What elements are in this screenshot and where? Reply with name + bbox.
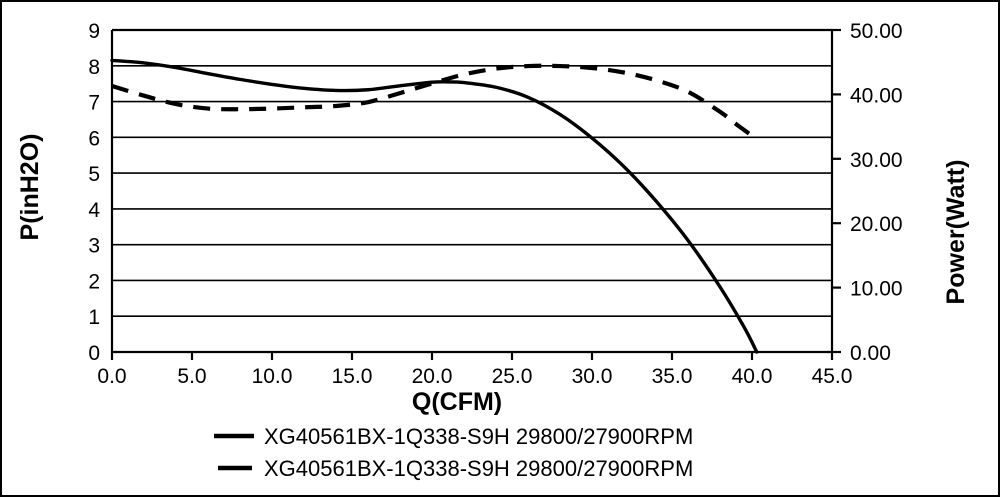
y2-tick-label-50.00: 50.00 bbox=[850, 20, 903, 43]
series-power-curve bbox=[111, 63, 755, 139]
x-tick-label-30.0: 30.0 bbox=[572, 365, 613, 388]
y-tick-label-9: 9 bbox=[88, 20, 100, 43]
y-axis-left-title: P(inH2O) bbox=[16, 134, 44, 241]
x-tick-label-0.0: 0.0 bbox=[97, 365, 126, 388]
y-tick-label-0: 0 bbox=[88, 342, 100, 365]
y-tick-label-8: 8 bbox=[88, 56, 100, 79]
x-tick-label-15.0: 15.0 bbox=[332, 365, 373, 388]
y-tick-label-7: 7 bbox=[88, 92, 100, 115]
x-tick-label-35.0: 35.0 bbox=[652, 365, 693, 388]
x-axis-title: Q(CFM) bbox=[412, 388, 502, 416]
legend-label-0: XG40561BX-1Q338-S9H 29800/27900RPM bbox=[264, 424, 693, 449]
y-axis-right-ticks: 0.00 10.00 20.00 30.00 40.00 50.00 bbox=[832, 20, 903, 365]
y-axis-right-title: Power(Watt) bbox=[942, 160, 970, 305]
y-tick-label-1: 1 bbox=[88, 306, 100, 329]
axis-frame bbox=[110, 28, 834, 354]
x-tick-label-5.0: 5.0 bbox=[177, 365, 206, 388]
y-tick-label-2: 2 bbox=[88, 270, 100, 293]
y-tick-label-4: 4 bbox=[88, 199, 100, 222]
y2-tick-label-20.00: 20.00 bbox=[850, 213, 903, 236]
y2-tick-label-0.00: 0.00 bbox=[850, 342, 891, 365]
y2-tick-label-30.00: 30.00 bbox=[850, 149, 903, 172]
y-tick-label-3: 3 bbox=[88, 235, 100, 258]
x-tick-label-45.0: 45.0 bbox=[812, 365, 853, 388]
y2-tick-label-10.00: 10.00 bbox=[850, 278, 903, 301]
x-tick-label-10.0: 10.0 bbox=[252, 365, 293, 388]
y2-tick-label-40.00: 40.00 bbox=[850, 84, 903, 107]
chart-legend: XG40561BX-1Q338-S9H 29800/27900RPM XG405… bbox=[214, 424, 693, 481]
y-axis-left-ticks: 0 1 2 3 4 5 6 7 8 9 bbox=[88, 20, 100, 365]
x-tick-label-25.0: 25.0 bbox=[492, 365, 533, 388]
x-tick-label-40.0: 40.0 bbox=[732, 365, 773, 388]
y-tick-label-5: 5 bbox=[88, 163, 100, 186]
y-tick-label-6: 6 bbox=[88, 127, 100, 150]
series-pressure-curve bbox=[110, 58, 759, 354]
legend-label-1: XG40561BX-1Q338-S9H 29800/27900RPM bbox=[264, 456, 693, 481]
x-axis-ticks: 0.0 5.0 10.0 15.0 20.0 25.0 30.0 35.0 40.0 45.0 bbox=[97, 352, 852, 388]
x-tick-label-20.0: 20.0 bbox=[412, 365, 453, 388]
